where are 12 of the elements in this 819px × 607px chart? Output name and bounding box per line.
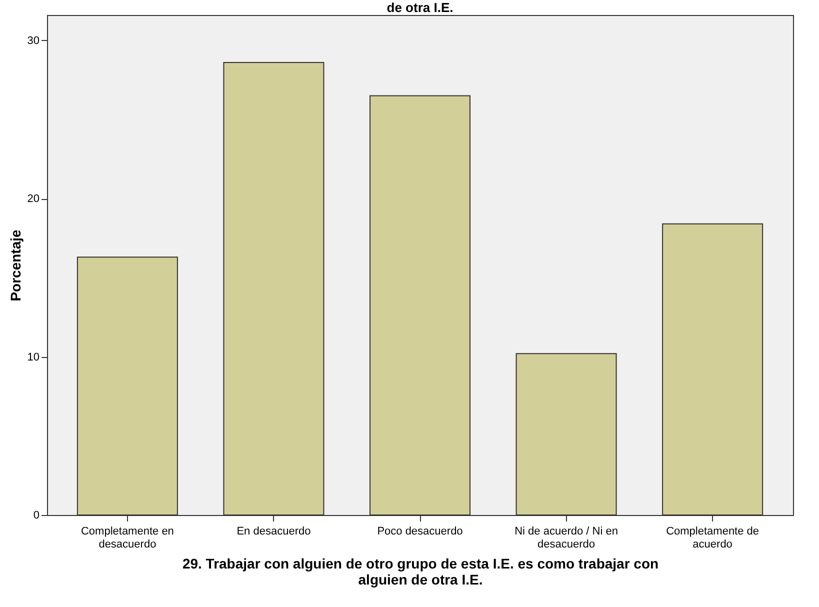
x-tick-label: Ni de acuerdo / Ni en desacuerdo <box>514 526 618 550</box>
y-tick-label: 0 <box>33 510 40 522</box>
y-tick-label: 20 <box>27 193 40 206</box>
x-axis-title: 29. Trabajar con alguien de otro grupo de esta I.E. es como trabajar con alguien de otra I.E. <box>182 556 659 588</box>
y-tick-label: 30 <box>27 34 40 47</box>
chart-title: de otra I.E. <box>386 0 454 15</box>
x-tick-label: Completamente de acuerdo <box>666 526 760 550</box>
x-tick-label: Poco desacuerdo <box>377 526 463 538</box>
y-tick-label: 10 <box>27 351 40 364</box>
y-axis-title: Porcentaje <box>7 229 24 302</box>
x-tick-label: Completamente en desacuerdo <box>80 526 174 550</box>
x-tick-label: En desacuerdo <box>236 526 311 538</box>
